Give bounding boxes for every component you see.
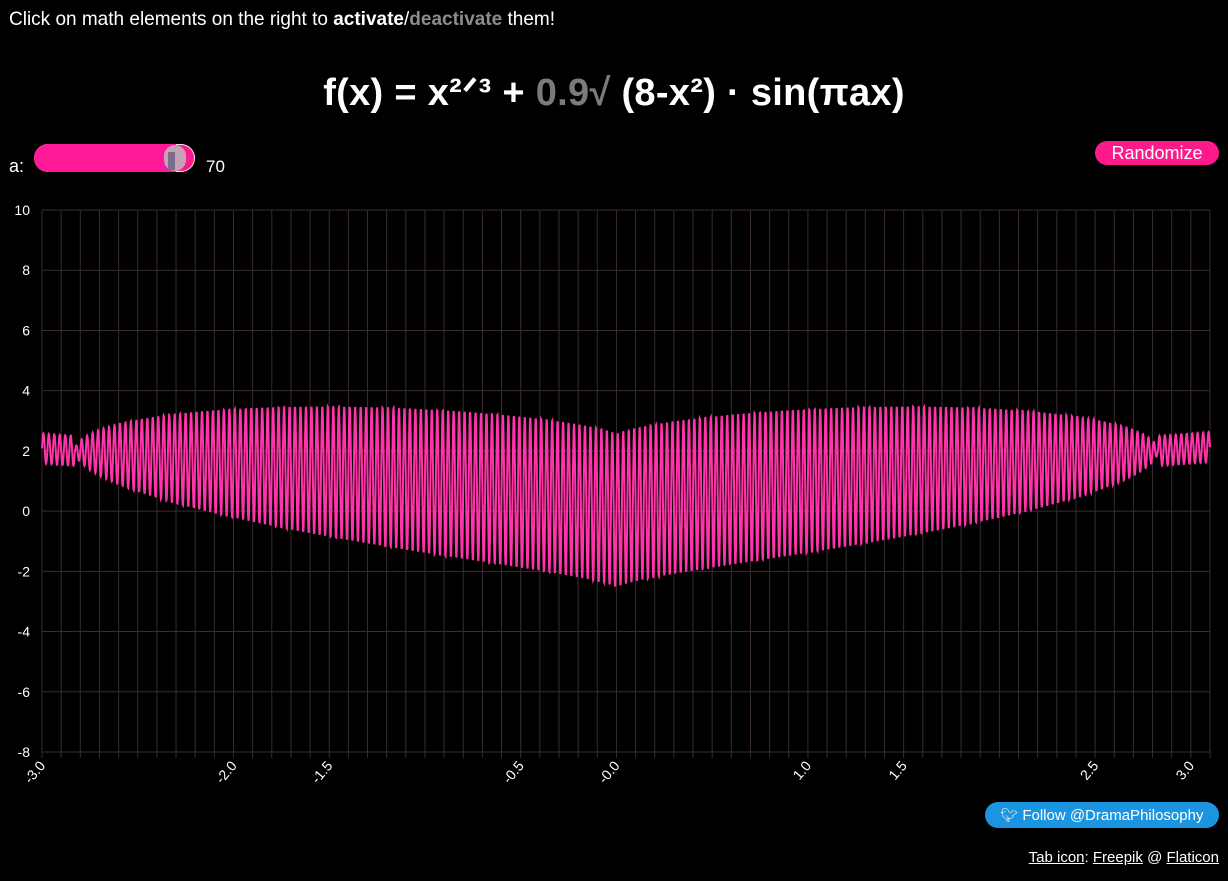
y-tick-label: -4 bbox=[18, 624, 31, 640]
follow-label: Follow @DramaPhilosophy bbox=[1022, 807, 1204, 824]
x-tick-label: -0.0 bbox=[595, 757, 623, 786]
tab-icon-link[interactable]: Tab icon bbox=[1028, 849, 1085, 866]
y-tick-label: 8 bbox=[22, 262, 30, 278]
formula: f(x) = x²ᐟ³ + 0.9√ (8-x²) · sin(πax) bbox=[0, 70, 1228, 115]
instruction-suffix: them! bbox=[502, 9, 556, 30]
slider-thumb[interactable] bbox=[163, 145, 186, 171]
a-slider[interactable] bbox=[34, 144, 195, 172]
x-axis-ticks: -3.0 -2.0 -1.5 -0.5 -0.0 1.0 1.5 2.5 3.0 bbox=[21, 757, 1198, 786]
function-plot: 10 8 6 4 2 0 -2 -4 -6 -8 -3.0 -2.0 -1.5 -0.5 -0.0 1.0 1… bbox=[14, 202, 1211, 786]
instruction-activate: activate bbox=[333, 9, 404, 30]
y-tick-label: -2 bbox=[18, 563, 31, 579]
slider-label: a: bbox=[9, 156, 25, 176]
y-axis-ticks: 10 8 6 4 2 0 -2 -4 -6 -8 bbox=[14, 202, 30, 760]
credits-colon: : bbox=[1084, 849, 1093, 866]
twitter-bird-icon: 🐦︎ bbox=[1000, 807, 1019, 823]
formula-dot: · bbox=[716, 72, 751, 114]
formula-plus: + bbox=[491, 72, 536, 114]
randomize-button[interactable]: Randomize bbox=[1095, 141, 1219, 165]
formula-sqrt[interactable]: √ bbox=[589, 72, 611, 114]
x-tick-label: 2.5 bbox=[1077, 757, 1102, 782]
flaticon-link[interactable]: Flaticon bbox=[1166, 849, 1219, 866]
instruction-text: Click on math elements on the right to a… bbox=[9, 9, 555, 31]
freepik-link[interactable]: Freepik bbox=[1092, 849, 1143, 866]
slider-fill bbox=[34, 144, 176, 172]
formula-coefficient[interactable]: 0.9 bbox=[535, 72, 590, 114]
function-curve bbox=[41, 403, 1211, 587]
instruction-slash: / bbox=[404, 9, 410, 30]
formula-lhs: f(x) = bbox=[323, 72, 428, 114]
formula-term-power[interactable]: x²ᐟ³ bbox=[427, 72, 492, 114]
twitter-follow-button[interactable]: 🐦︎ Follow @DramaPhilosophy bbox=[985, 802, 1219, 828]
x-tick-label: -0.5 bbox=[499, 757, 527, 786]
formula-term-sin[interactable]: sin(πax) bbox=[750, 72, 905, 114]
y-tick-label: 10 bbox=[14, 202, 30, 218]
y-tick-label: 4 bbox=[22, 383, 30, 399]
credits: Tab icon: Freepik @ Flaticon bbox=[1029, 849, 1219, 866]
x-tick-label: 1.5 bbox=[885, 757, 910, 782]
y-tick-label: 2 bbox=[22, 443, 30, 459]
y-tick-label: 0 bbox=[22, 503, 30, 519]
credits-at: @ bbox=[1142, 849, 1167, 866]
x-tick-label: -2.0 bbox=[212, 757, 240, 786]
y-tick-label: -8 bbox=[18, 744, 31, 760]
y-tick-label: -6 bbox=[18, 684, 31, 700]
instruction-deactivate: deactivate bbox=[409, 9, 503, 30]
instruction-prefix: Click on math elements on the right to bbox=[9, 9, 334, 30]
x-tick-label: -3.0 bbox=[21, 757, 49, 786]
y-tick-label: 6 bbox=[22, 322, 30, 338]
slider-value: 70 bbox=[206, 157, 225, 176]
series-line bbox=[41, 403, 1211, 587]
x-tick-label: 1.0 bbox=[789, 757, 814, 782]
formula-term-sqrt[interactable]: (8-x²) bbox=[610, 72, 717, 114]
x-tick-label: 3.0 bbox=[1172, 757, 1197, 782]
x-tick-label: -1.5 bbox=[308, 757, 336, 786]
